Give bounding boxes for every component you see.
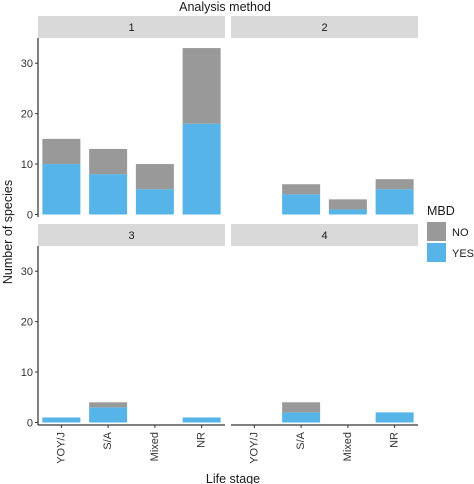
facet-strip (231, 224, 418, 246)
facet-strip-label: 3 (128, 230, 134, 242)
bar-yes-nr (182, 123, 221, 215)
bar-yes-s-a (89, 174, 128, 215)
x-tick-label: NR (196, 432, 208, 448)
y-tick-label: 30 (21, 266, 33, 278)
bar-yes-s-a (282, 412, 321, 423)
x-tick-label: S/A (295, 431, 307, 449)
bar-no-s-a (89, 148, 128, 175)
legend: MBD NO YES (427, 204, 474, 262)
x-tick-label: YOY/J (248, 432, 260, 464)
bar-yes-yoy-j (42, 164, 81, 215)
facet-strip (38, 224, 225, 246)
x-tick-label: Mixed (342, 432, 354, 461)
bar-yes-s-a (282, 194, 321, 215)
y-tick-label: 20 (21, 109, 33, 121)
y-tick-label: 30 (21, 58, 33, 70)
y-tick-label: 20 (21, 317, 33, 329)
x-tick-label: NR (389, 432, 401, 448)
bar-no-s-a (282, 402, 321, 413)
bar-yes-nr (375, 189, 414, 215)
bar-no-s-a (89, 402, 128, 408)
bar-yes-s-a (89, 407, 128, 423)
facet-strip (38, 16, 225, 38)
bar-yes-yoy-j (42, 417, 81, 423)
bar-yes-nr (375, 412, 414, 423)
legend-title: MBD (427, 204, 455, 218)
legend-swatch-yes (427, 243, 446, 262)
facet-strip-label: 4 (321, 230, 327, 242)
bar-no-nr (375, 179, 414, 190)
bar-yes-mixed (135, 189, 174, 215)
facet-strip (231, 16, 418, 38)
facet-panel-4: 4 YOY/J S/A Mixed NR (231, 224, 418, 464)
facet-panel-2: 2 (231, 16, 418, 215)
x-tick-label: S/A (102, 431, 114, 449)
bar-no-yoy-j (42, 138, 81, 165)
legend-label-yes: YES (452, 248, 474, 260)
bar-no-nr (182, 48, 221, 124)
legend-label-no: NO (452, 227, 469, 239)
legend-swatch-no (427, 222, 446, 241)
facet-strip-label: 2 (321, 22, 327, 34)
bar-no-s-a (282, 184, 321, 195)
bar-yes-nr (182, 417, 221, 423)
y-axis-title: Number of species (1, 180, 15, 284)
y-tick-label: 0 (27, 417, 33, 429)
x-axis-title: Life stage (206, 472, 260, 484)
bar-no-mixed (328, 199, 367, 210)
y-tick-label: 10 (21, 367, 33, 379)
chart-title: Analysis method (179, 0, 271, 14)
bar-no-mixed (135, 164, 174, 190)
y-tick-label: 10 (21, 159, 33, 171)
y-tick-label: 0 (27, 209, 33, 221)
facet-strip-label: 1 (128, 22, 134, 34)
bar-yes-mixed (328, 209, 367, 215)
x-tick-label: Mixed (149, 432, 161, 461)
x-tick-label: YOY/J (55, 432, 67, 464)
